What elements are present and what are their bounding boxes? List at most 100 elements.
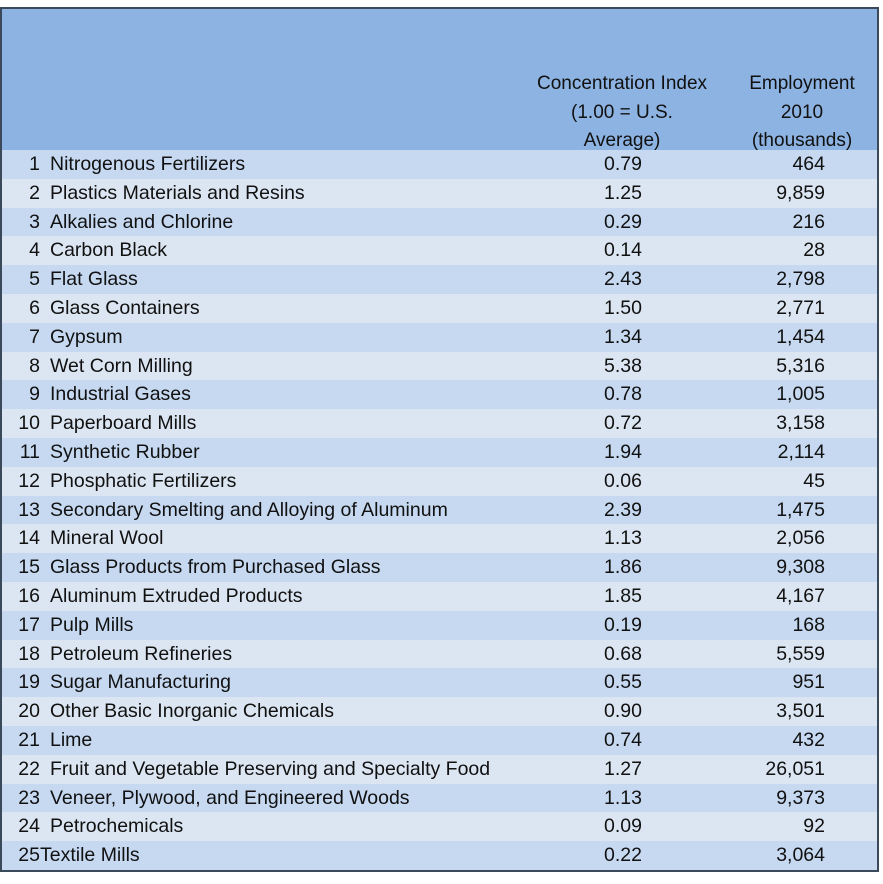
employment-value: 45 <box>803 469 825 492</box>
table-body: 1 Nitrogenous Fertilizers 0.79 464 2 Plastics… <box>2 150 877 870</box>
row-rank: 25 <box>18 844 40 867</box>
table-row: 16 Aluminum Extruded Products 1.85 4,167 <box>2 581 877 611</box>
row-rank: 14 <box>18 527 40 550</box>
concentration-index-value: 1.86 <box>604 556 642 579</box>
industry-name: Gypsum <box>50 325 123 348</box>
row-rank: 3 <box>29 210 40 233</box>
concentration-index-value: 0.79 <box>604 153 642 175</box>
industry-name: Mineral Wool <box>50 527 164 550</box>
concentration-index-value: 5.38 <box>604 354 642 377</box>
concentration-index-value: 0.09 <box>604 815 642 838</box>
table-row: 24 Petrochemicals 0.09 92 <box>2 812 877 842</box>
concentration-index-value: 1.25 <box>604 181 642 204</box>
concentration-index-value: 0.19 <box>604 613 642 636</box>
concentration-index-value: 2.43 <box>604 268 642 291</box>
concentration-index-value: 0.74 <box>604 728 642 751</box>
employment-value: 5,559 <box>776 642 825 665</box>
employment-value: 2,056 <box>776 527 825 550</box>
industry-name: Sugar Manufacturing <box>50 671 232 694</box>
employment-value: 2,114 <box>777 440 825 463</box>
employment-value: 3,501 <box>776 700 825 723</box>
concentration-index-value: 1.27 <box>604 757 642 780</box>
row-rank: 8 <box>29 354 40 377</box>
industry-name: Secondary Smelting and Alloying of Alumi… <box>50 498 448 521</box>
employment-value: 3,158 <box>776 412 825 435</box>
employment-value: 9,373 <box>776 786 825 809</box>
concentration-index-value: 0.22 <box>604 844 642 867</box>
table-row: 19 Sugar Manufacturing 0.55 951 <box>2 668 877 698</box>
row-rank: 9 <box>29 383 40 406</box>
concentration-index-value: 0.55 <box>604 671 642 694</box>
employment-value: 1,005 <box>776 383 825 406</box>
employment-value: 2,798 <box>776 268 825 291</box>
table-row: 25 Textile Mills 0.22 3,064 <box>2 841 877 870</box>
industry-name: Fruit and Vegetable Preserving and Speci… <box>50 757 491 780</box>
row-rank: 2 <box>29 181 40 204</box>
row-rank: 5 <box>29 268 40 291</box>
row-rank: 24 <box>18 815 40 838</box>
row-rank: 21 <box>18 728 40 751</box>
table-row: 14 Mineral Wool 1.13 2,056 <box>2 524 877 554</box>
concentration-index-value: 0.29 <box>604 210 642 233</box>
concentration-index-value: 1.94 <box>604 440 642 463</box>
employment-value: 464 <box>792 153 825 175</box>
concentration-index-value: 0.72 <box>604 412 642 435</box>
row-rank: 11 <box>19 440 40 463</box>
employment-value: 26,051 <box>765 757 825 780</box>
table-row: 20 Other Basic Inorganic Chemicals 0.90 3,5… <box>2 697 877 726</box>
industry-name: Alkalies and Chlorine <box>50 210 234 233</box>
employment-value: 216 <box>792 210 825 233</box>
employment-value: 1,454 <box>776 325 825 348</box>
row-rank: 16 <box>18 584 40 607</box>
industry-name: Carbon Black <box>50 239 168 262</box>
employment-value: 951 <box>792 671 825 694</box>
row-rank: 15 <box>18 556 40 579</box>
industry-name: Phosphatic Fertilizers <box>50 469 237 492</box>
employment-header: Employment 2010 (thousands) <box>749 73 855 151</box>
concentration-index-value: 0.78 <box>604 383 642 406</box>
industry-name: Wet Corn Milling <box>50 354 193 377</box>
row-rank: 1 <box>29 153 40 175</box>
employment-value: 9,308 <box>776 556 825 579</box>
table-row: 7 Gypsum 1.34 1,454 <box>2 322 877 352</box>
employment-value: 92 <box>803 815 825 838</box>
employment-value: 9,859 <box>776 181 825 204</box>
row-rank: 17 <box>18 613 40 636</box>
table-row: 1 Nitrogenous Fertilizers 0.79 464 <box>2 150 877 179</box>
table-row: 17 Pulp Mills 0.19 168 <box>2 610 877 640</box>
table-row: 5 Flat Glass 2.43 2,798 <box>2 265 877 294</box>
industry-name: Industrial Gases <box>50 383 191 406</box>
industry-name: Glass Products from Purchased Glass <box>50 556 381 579</box>
row-rank: 4 <box>29 239 40 262</box>
concentration-index-value: 0.06 <box>604 469 642 492</box>
concentration-index-value: 0.14 <box>604 239 642 262</box>
industry-name: Synthetic Rubber <box>50 440 200 463</box>
table-row: 15 Glass Products from Purchased Glass 1.8… <box>2 553 877 582</box>
industry-name: Flat Glass <box>50 268 138 291</box>
employment-value: 4,167 <box>776 584 825 607</box>
concentration-index-value: 1.34 <box>604 325 642 348</box>
employment-value: 168 <box>792 613 825 636</box>
employment-value: 28 <box>803 239 825 262</box>
industry-name: Petroleum Refineries <box>50 642 233 665</box>
table-row: 10 Paperboard Mills 0.72 3,158 <box>2 409 877 438</box>
industry-name: Aluminum Extruded Products <box>50 584 303 607</box>
row-rank: 7 <box>29 325 40 348</box>
employment-value: 1,475 <box>776 498 825 521</box>
employment-value: 432 <box>792 728 825 751</box>
row-rank: 23 <box>18 786 40 809</box>
table-row: 2 Plastics Materials and Resins 1.25 9,859 <box>2 178 877 208</box>
table-row: 13 Secondary Smelting and Alloying of Alu… <box>2 495 877 525</box>
industry-table: Concentration Index (1.00 = U.S. Average… <box>0 7 879 872</box>
table-row: 6 Glass Containers 1.50 2,771 <box>2 293 877 323</box>
industry-name: Plastics Materials and Resins <box>50 181 305 204</box>
concentration-index-value: 1.13 <box>604 527 642 550</box>
industry-name: Glass Containers <box>50 296 200 319</box>
table-row: 9 Industrial Gases 0.78 1,005 <box>2 380 877 410</box>
concentration-index-header: Concentration Index (1.00 = U.S. Average… <box>536 73 708 151</box>
table-row: 23 Veneer, Plywood, and Engineered Woods 1… <box>2 783 877 813</box>
industry-name: Nitrogenous Fertilizers <box>50 153 246 175</box>
industry-name: Veneer, Plywood, and Engineered Woods <box>50 786 410 809</box>
industry-name: Pulp Mills <box>50 613 134 636</box>
concentration-index-value: 2.39 <box>604 498 642 521</box>
